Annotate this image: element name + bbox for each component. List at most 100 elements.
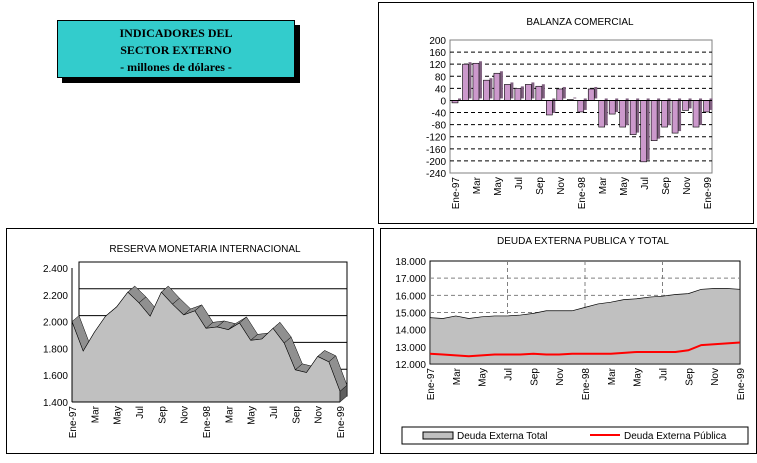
y-tick-label: 18.000: [395, 257, 426, 268]
y-tick-label: 16.000: [395, 291, 426, 302]
legend-label: Deuda Externa Total: [457, 431, 547, 442]
x-tick-label: Nov: [682, 177, 693, 195]
x-tick-label: Jul: [269, 406, 280, 419]
bar-side: [541, 84, 545, 99]
bar: [608, 100, 616, 115]
x-tick-label: Jul: [640, 177, 651, 190]
y-tick-label: 17.000: [395, 274, 426, 285]
bar: [483, 79, 490, 101]
x-tick-label: May: [113, 406, 124, 425]
bar: [692, 100, 700, 128]
x-tick-label: Nov: [314, 406, 325, 424]
x-tick-label: May: [619, 177, 630, 196]
x-tick-label: Jul: [504, 368, 515, 381]
x-tick-label: Ene-98: [577, 177, 588, 210]
x-tick-label: Mar: [90, 405, 101, 423]
x-tick-label: Ene-99: [736, 368, 747, 401]
bar: [682, 100, 689, 111]
bar-side: [499, 71, 503, 99]
y-tick-label: -240: [426, 169, 446, 180]
legend-swatch-total: [422, 431, 454, 440]
bar-side: [573, 97, 577, 99]
area-end-face: [339, 384, 348, 403]
x-tick-label: Sep: [684, 368, 695, 386]
x-tick-label: May: [247, 406, 258, 425]
x-tick-label: Sep: [291, 406, 302, 424]
chart-title: BALANZA COMERCIAL: [526, 17, 634, 28]
bar-side: [458, 98, 461, 101]
x-tick-label: Nov: [180, 406, 191, 424]
bar: [587, 88, 595, 101]
chart-title: RESERVA MONETARIA INTERNACIONAL: [109, 244, 301, 255]
bar-side: [510, 82, 514, 99]
bar: [598, 100, 606, 128]
x-tick-label: Ene-97: [451, 177, 462, 210]
x-tick-label: Mar: [452, 367, 463, 385]
y-tick-label: 1.600: [43, 371, 68, 382]
bar: [525, 84, 532, 101]
bar: [661, 100, 668, 128]
bar: [546, 100, 553, 116]
y-tick-label: 80: [435, 72, 447, 83]
x-tick-label: Sep: [535, 177, 546, 195]
bar-side: [667, 98, 671, 126]
y-tick-label: -160: [426, 145, 446, 156]
x-tick-label: Ene-97: [426, 368, 437, 401]
y-tick-label: 200: [429, 36, 446, 47]
bar-side: [678, 98, 682, 132]
x-tick-label: Nov: [556, 177, 567, 195]
y-tick-label: 2.400: [43, 264, 68, 275]
bar: [640, 100, 647, 163]
area-series: [71, 291, 341, 403]
bar: [619, 100, 626, 128]
y-tick-label: -80: [432, 121, 447, 132]
chart-title: DEUDA EXTERNA PUBLICA Y TOTAL: [497, 236, 669, 247]
title-line-1: INDICADORES DEL: [119, 26, 233, 40]
y-tick-label: 120: [429, 60, 446, 71]
bar-side: [531, 82, 535, 99]
x-tick-label: Ene-97: [68, 406, 79, 439]
x-tick-label: May: [493, 177, 504, 196]
bar-side: [478, 61, 482, 99]
bar-side: [646, 98, 650, 160]
x-tick-label: Ene-98: [202, 406, 213, 439]
y-tick-label: -40: [432, 109, 447, 120]
x-tick-label: Sep: [529, 368, 540, 386]
line-deuda-publica: [429, 341, 741, 358]
x-tick-label: Jul: [135, 406, 146, 419]
x-tick-label: Mar: [598, 176, 609, 194]
bar: [462, 63, 469, 101]
bar-side: [520, 86, 524, 99]
bar: [556, 88, 564, 101]
y-tick-label: 1.800: [43, 344, 68, 355]
y-tick-label: 0: [440, 96, 446, 107]
y-tick-label: 14.000: [395, 326, 426, 337]
bar-side: [489, 78, 493, 99]
bar-side: [562, 86, 566, 99]
x-tick-label: Jul: [514, 177, 525, 190]
bar-side: [688, 98, 692, 109]
bar-side: [709, 98, 713, 110]
x-tick-label: Ene-98: [581, 368, 592, 401]
x-tick-label: Jul: [659, 368, 670, 381]
bar-side: [615, 98, 619, 113]
bar-side: [699, 98, 703, 126]
bar: [472, 62, 480, 101]
x-tick-label: Mar: [224, 405, 235, 423]
title-line-3: - millones de dólares -: [120, 60, 232, 74]
bar-side: [604, 98, 608, 126]
bar-side: [636, 98, 640, 133]
bar-side: [552, 98, 556, 113]
y-tick-label: 15.000: [395, 309, 426, 320]
legend-box: [401, 426, 749, 445]
area-deuda-total: [429, 288, 741, 365]
x-tick-label: Ene-99: [336, 406, 347, 439]
x-tick-label: Sep: [157, 406, 168, 424]
title-line-2: SECTOR EXTERNO: [120, 43, 232, 57]
bar: [671, 100, 679, 134]
y-tick-label: 2.000: [43, 318, 68, 329]
x-tick-label: Nov: [555, 368, 566, 386]
y-tick-label: 1.400: [43, 398, 68, 409]
y-tick-label: 13.000: [395, 343, 426, 354]
